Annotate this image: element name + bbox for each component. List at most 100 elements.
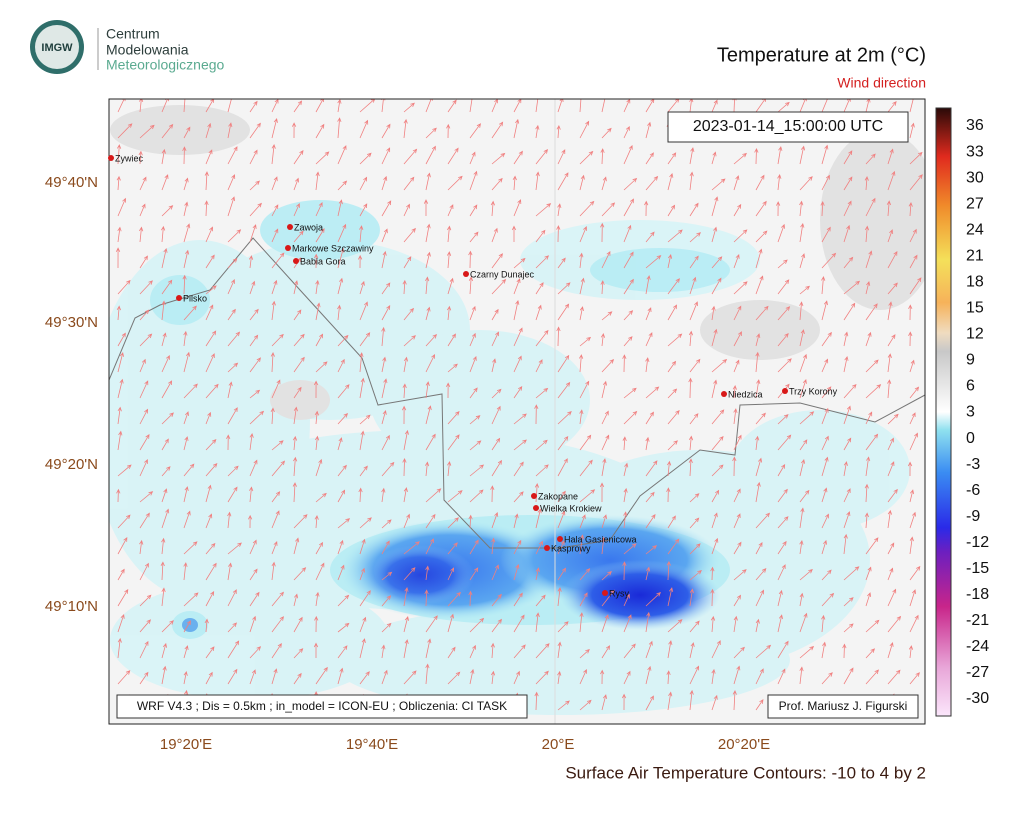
wind-arrow [645,99,655,113]
place-marker [293,258,299,264]
wind-arrow [887,353,892,373]
wind-arrow [359,590,371,607]
wind-arrow [689,689,694,711]
wind-arrow [117,568,125,581]
wind-arrow [381,200,392,217]
wind-arrow [535,594,546,607]
wind-arrow [865,331,872,347]
wind-arrow [623,251,634,269]
wind-arrow [799,458,806,477]
wind-arrow [447,333,456,347]
wind-arrow [205,304,214,321]
wind-arrow [139,408,149,425]
wind-arrow [776,201,781,217]
wind-arrow [227,308,236,321]
wind-arrow [601,589,615,607]
wind-arrow [710,588,715,607]
wind-arrow [403,487,408,503]
wind-arrow [161,488,168,503]
wind-arrow [777,589,783,607]
wind-arrow [425,615,438,633]
wind-arrow [161,508,170,529]
wind-arrow [621,693,627,711]
place-marker [782,388,788,394]
wind-arrow [271,144,276,165]
wind-arrow [403,118,408,139]
wind-arrow [689,642,695,659]
wind-arrow [887,509,892,529]
wind-arrow [337,489,346,503]
wind-arrow [337,199,343,217]
wind-arrow [579,99,582,113]
wind-arrow [337,594,350,607]
wind-arrow [205,353,215,373]
wind-arrow [711,328,718,347]
wind-arrow [271,440,284,451]
wind-arrow [115,247,121,269]
wind-arrow [447,204,454,217]
wind-arrow [381,378,388,399]
colorbar-label: -15 [966,560,989,577]
timestamp: 2023-01-14_15:00:00 UTC [693,118,883,135]
wind-arrow [909,511,917,529]
wind-arrow [799,301,804,321]
wind-arrow [579,649,590,659]
wind-arrow [579,200,595,217]
wind-arrow [755,248,763,269]
wind-arrow [469,151,476,165]
wind-arrow [425,638,432,659]
wind-arrow [447,461,452,477]
wind-arrow [909,614,919,633]
wind-arrow [161,466,171,477]
colorbar-label: -12 [966,534,989,551]
wind-arrow [733,408,738,425]
wind-arrow [446,251,452,269]
wind-arrow [755,333,761,347]
wind-arrow [425,276,430,295]
wind-arrow [886,200,892,217]
lat-label: 49°30'N [45,314,98,331]
wind-arrow [623,543,637,555]
wind-arrow [469,231,479,243]
wind-arrow [843,461,848,477]
wind-arrow [600,669,605,685]
wind-arrow [799,285,810,295]
wind-arrow [644,200,649,217]
wind-arrow [403,639,409,659]
wind-arrow [205,330,217,347]
wind-arrow [667,538,680,555]
wind-arrow [513,199,522,217]
wind-arrow [689,301,698,321]
wind-arrow [116,175,121,191]
wind-arrow [799,222,805,243]
wind-arrow [799,568,813,581]
wind-arrow [249,280,256,295]
wind-arrow [139,280,153,295]
wind-arrow [491,121,504,139]
wind-arrow [557,203,562,217]
wind-arrow [579,568,591,581]
wind-arrow [600,222,605,243]
wind-arrow [249,433,254,451]
wind-arrow [865,566,872,581]
wind-arrow [557,567,566,581]
wind-arrow [161,412,174,425]
wind-arrow [733,665,741,685]
wind-arrow [865,592,872,607]
wind-arrow [513,150,523,165]
wind-arrow [909,412,916,425]
wind-arrow [733,281,748,295]
wind-arrow [425,405,432,425]
wind-arrow [249,486,254,503]
lon-label: 20°E [542,736,575,753]
wind-arrow [117,613,125,633]
wind-arrow [689,202,699,217]
wind-arrow [777,516,789,529]
wind-arrow [447,490,463,503]
colorbar-label: 15 [966,300,984,317]
wind-arrow [557,257,566,269]
wind-arrow [711,277,722,295]
place-marker [285,245,291,251]
wind-arrow [205,226,214,243]
wind-arrow [799,439,808,451]
